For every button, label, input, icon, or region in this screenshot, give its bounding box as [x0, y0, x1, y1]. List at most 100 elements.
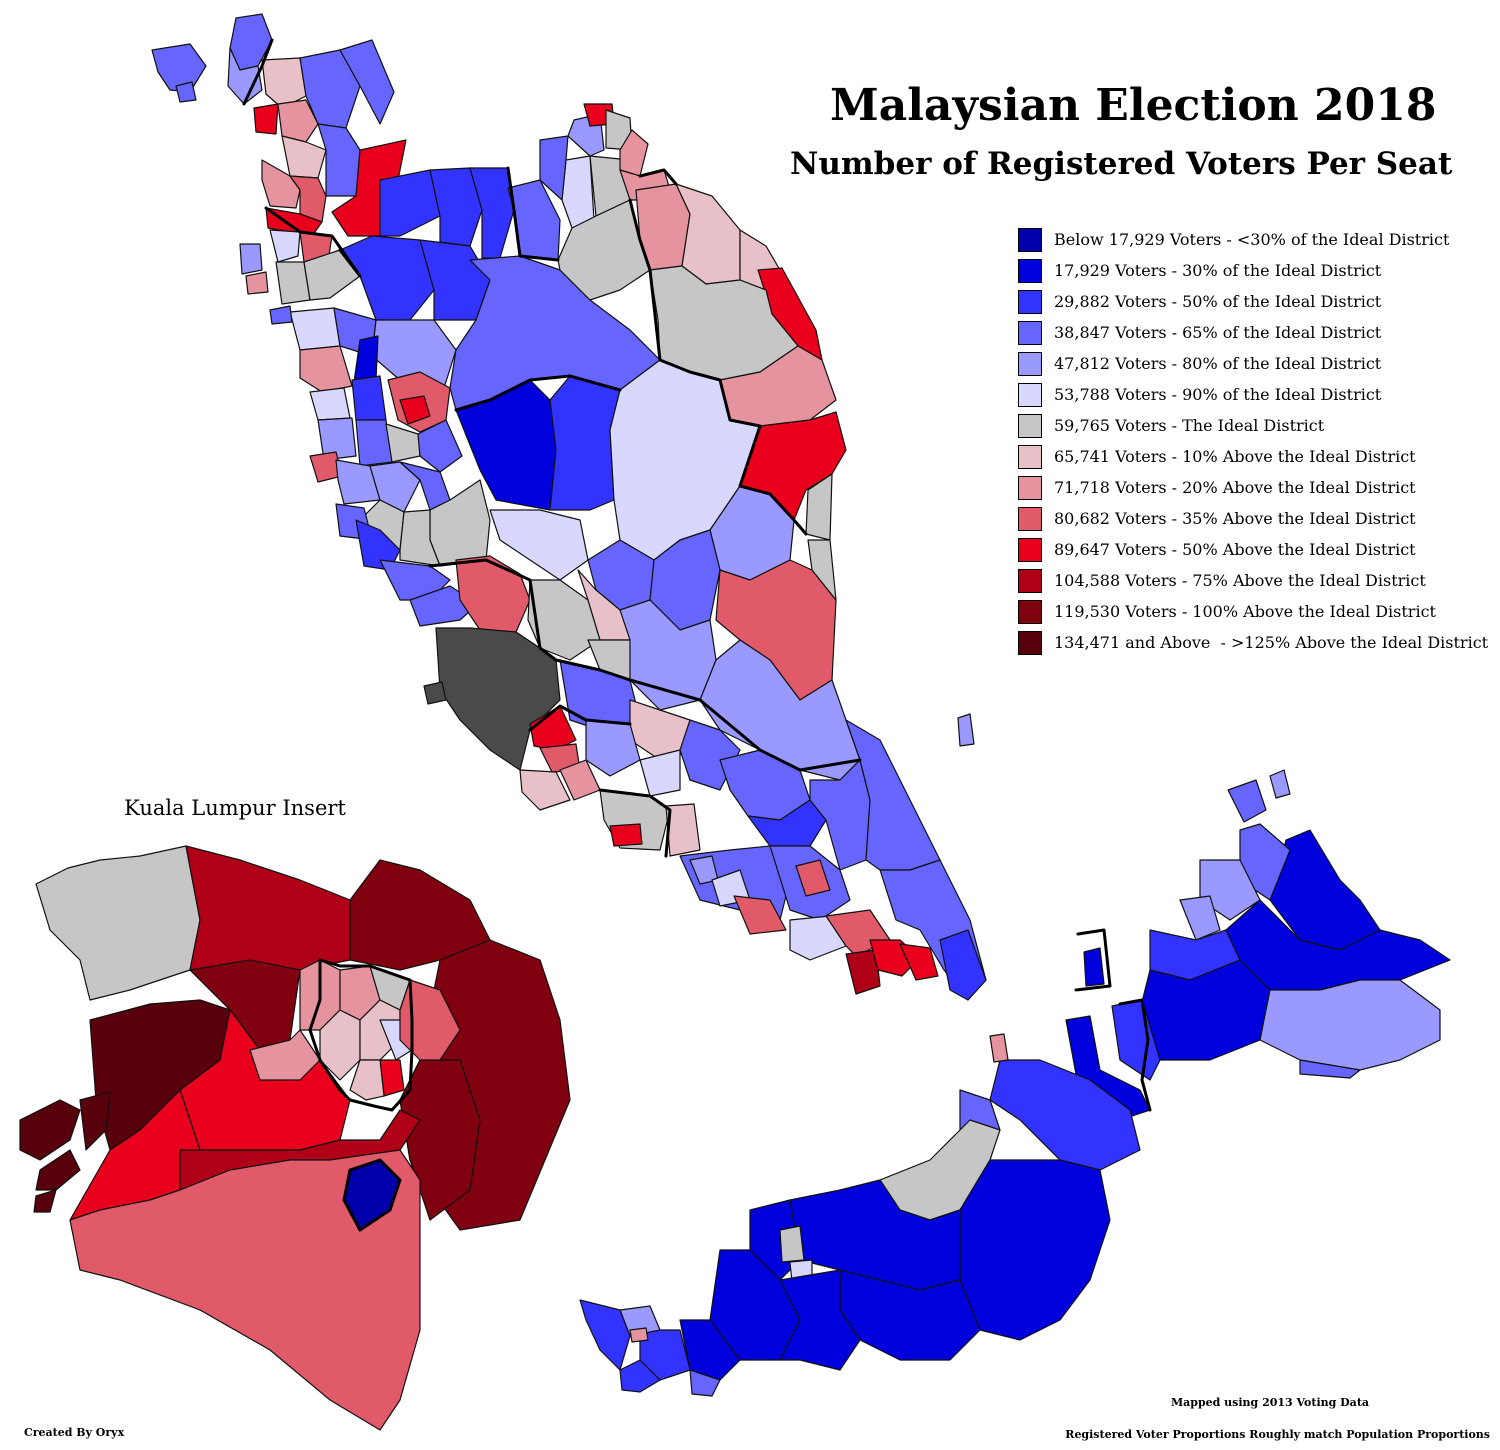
district — [245, 271, 269, 295]
legend-swatch — [1018, 258, 1042, 283]
district — [281, 135, 327, 179]
district — [807, 539, 837, 601]
map-subtitle: Number of Registered Voters Per Seat — [790, 146, 1453, 182]
legend-swatch — [1018, 506, 1042, 531]
legend-label: 134,471 and Above - >125% Above the Idea… — [1054, 633, 1489, 652]
district — [1227, 779, 1267, 823]
district — [519, 769, 571, 811]
district — [289, 307, 341, 351]
legend-item: 38,847 Voters - 65% of the Ideal Distric… — [1018, 317, 1488, 348]
legend-label: 71,718 Voters - 20% Above the Ideal Dist… — [1054, 478, 1416, 497]
legend-item: 17,929 Voters - 30% of the Ideal Distric… — [1018, 255, 1488, 286]
district — [939, 929, 987, 1001]
legend-swatch — [1018, 444, 1042, 469]
state-boundary — [308, 958, 414, 1112]
legend-swatch — [1018, 227, 1042, 252]
district — [33, 1189, 57, 1213]
district — [269, 229, 301, 263]
district — [959, 1159, 1111, 1341]
map-title: Malaysian Election 2018 — [830, 80, 1437, 131]
district — [339, 235, 435, 321]
legend-item: 53,788 Voters - 90% of the Ideal Distric… — [1018, 379, 1488, 410]
state-boundary — [264, 206, 362, 278]
state-boundary — [242, 38, 274, 106]
district — [957, 713, 975, 747]
district — [239, 243, 263, 275]
legend-label: 17,929 Voters - 30% of the Ideal Distric… — [1054, 261, 1382, 280]
district — [539, 135, 569, 201]
district — [175, 81, 197, 103]
district — [639, 1329, 691, 1381]
district — [309, 387, 351, 421]
legend-swatch — [1018, 475, 1042, 500]
district — [527, 579, 601, 661]
district — [639, 749, 681, 797]
data-source-note: Mapped using 2013 Voting Data — [1170, 1396, 1370, 1409]
legend-swatch — [1018, 630, 1042, 655]
legend-item: 59,765 Voters - The Ideal District — [1018, 410, 1488, 441]
legend-item: 65,741 Voters - 10% Above the Ideal Dist… — [1018, 441, 1488, 472]
district — [265, 207, 323, 237]
insert-title: Kuala Lumpur Insert — [124, 796, 346, 820]
legend-swatch — [1018, 382, 1042, 407]
legend-label: 104,588 Voters - 75% Above the Ideal Dis… — [1054, 571, 1426, 590]
district — [733, 895, 787, 935]
east-malaysia — [579, 769, 1451, 1397]
legend-swatch — [1018, 599, 1042, 624]
district — [989, 1059, 1141, 1171]
district — [689, 1369, 721, 1397]
legend-item: 89,647 Voters - 50% Above the Ideal Dist… — [1018, 534, 1488, 565]
legend-label: 80,682 Voters - 35% Above the Ideal Dist… — [1054, 509, 1416, 528]
state-boundary — [506, 166, 560, 262]
state-boundary — [428, 558, 862, 772]
district — [317, 123, 361, 197]
legend-label: Below 17,929 Voters - <30% of the Ideal … — [1054, 230, 1450, 249]
legend-swatch — [1018, 289, 1042, 314]
legend-label: 38,847 Voters - 65% of the Ideal Distric… — [1054, 323, 1382, 342]
district — [609, 823, 643, 847]
credit-text: Created By Oryx — [24, 1426, 125, 1439]
legend-label: 59,765 Voters - The Ideal District — [1054, 416, 1325, 435]
legend-item: 104,588 Voters - 75% Above the Ideal Dis… — [1018, 565, 1488, 596]
legend-item: 134,471 and Above - >125% Above the Idea… — [1018, 627, 1488, 658]
district — [549, 375, 621, 511]
state-boundary — [454, 374, 622, 412]
district — [619, 1359, 661, 1393]
legend-label: 53,788 Voters - 90% of the Ideal Distric… — [1054, 385, 1382, 404]
legend-swatch — [1018, 568, 1042, 593]
district — [277, 99, 319, 143]
district — [629, 1327, 649, 1343]
legend-label: 47,812 Voters - 80% of the Ideal Distric… — [1054, 354, 1382, 373]
state-boundary — [1074, 928, 1112, 992]
district — [1083, 947, 1105, 987]
district — [989, 1033, 1009, 1063]
legend-item: Below 17,929 Voters - <30% of the Ideal … — [1018, 224, 1488, 255]
legend-label: 29,882 Voters - 50% of the Ideal Distric… — [1054, 292, 1382, 311]
legend-label: 119,530 Voters - 100% Above the Ideal Di… — [1054, 602, 1436, 621]
district — [845, 949, 881, 995]
legend-item: 119,530 Voters - 100% Above the Ideal Di… — [1018, 596, 1488, 627]
district — [227, 47, 263, 105]
district — [561, 155, 595, 229]
district — [1179, 895, 1221, 941]
legend-swatch — [1018, 413, 1042, 438]
state-boundary — [628, 198, 808, 536]
district — [299, 345, 353, 393]
legend-swatch — [1018, 320, 1042, 345]
district — [351, 375, 387, 421]
district — [789, 1179, 961, 1291]
legend-item: 47,812 Voters - 80% of the Ideal Distric… — [1018, 348, 1488, 379]
district — [369, 461, 421, 513]
state-boundary — [598, 788, 672, 858]
district — [69, 1149, 421, 1431]
district — [317, 417, 357, 461]
district — [795, 859, 831, 897]
district — [349, 1059, 385, 1101]
district — [1259, 979, 1441, 1071]
kuala-lumpur-insert — [19, 845, 571, 1431]
state-boundary — [528, 704, 632, 732]
district — [335, 459, 381, 505]
district — [399, 979, 461, 1061]
legend-swatch — [1018, 351, 1042, 376]
legend-item: 71,718 Voters - 20% Above the Ideal Dist… — [1018, 472, 1488, 503]
